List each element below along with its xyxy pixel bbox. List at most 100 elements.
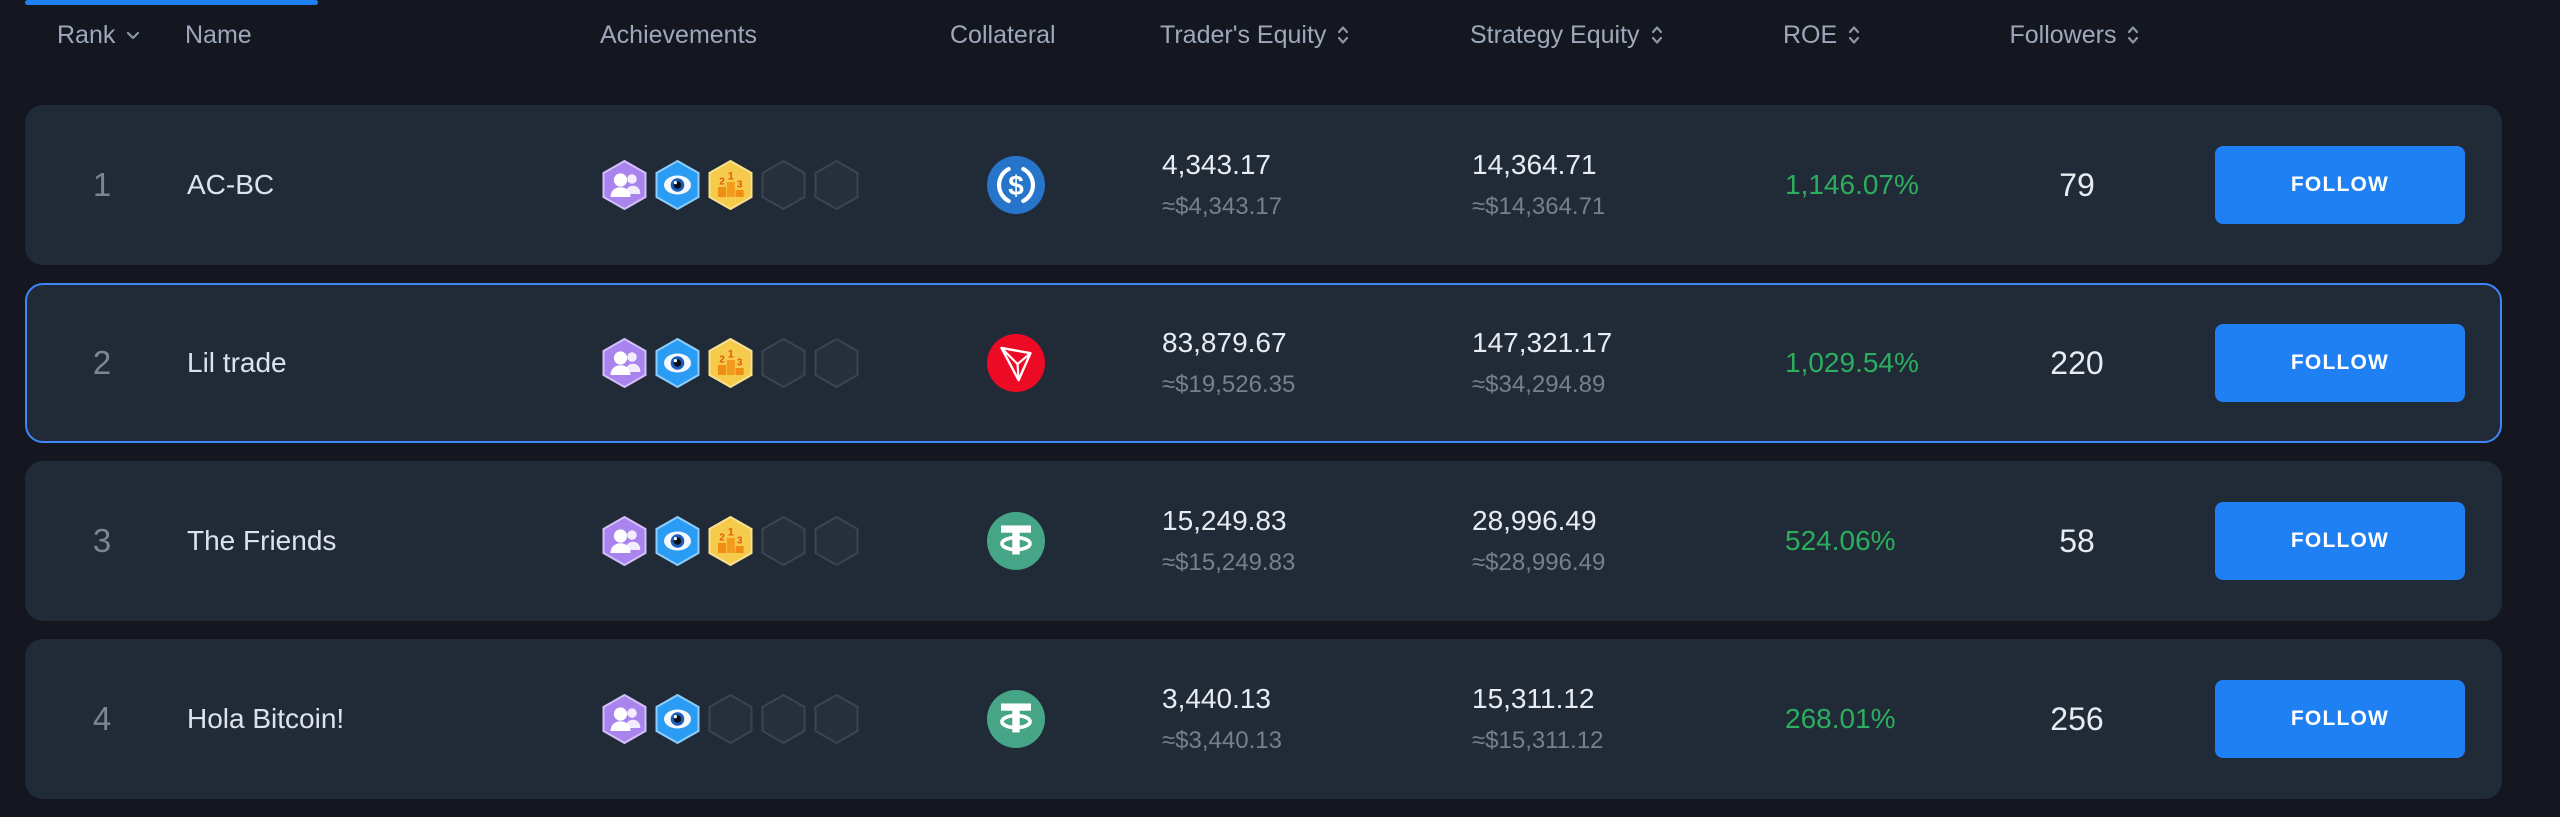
traders-equity-cell: 3,440.13 ≈$3,440.13 [1137, 682, 1447, 754]
traders-equity-value: 15,249.83 [1162, 504, 1287, 536]
traders-equity-cell: 4,343.17 ≈$4,343.17 [1137, 148, 1447, 220]
follow-button[interactable]: FOLLOW [2215, 146, 2465, 224]
column-header-followers-label: Followers [2009, 20, 2117, 49]
svg-text:1: 1 [728, 527, 734, 539]
rank-cell: 2 [92, 344, 112, 381]
horizontal-scrollbar-thumb[interactable] [25, 0, 318, 5]
empty-badge-icon [708, 694, 753, 744]
empty-badge-icon [814, 516, 859, 566]
strategy-equity-value: 28,996.49 [1472, 504, 1597, 536]
roe-value: 268.01% [1785, 703, 1896, 734]
trader-name[interactable]: Hola Bitcoin! [187, 703, 345, 734]
roe-value: 1,146.07% [1785, 169, 1919, 200]
sort-updown-icon[interactable] [1336, 23, 1350, 47]
column-header-rank[interactable]: Rank [25, 21, 175, 50]
rank-cell: 3 [92, 522, 112, 559]
svg-text:3: 3 [737, 536, 743, 547]
achievements-list [602, 694, 947, 744]
follow-button[interactable]: FOLLOW [2215, 324, 2465, 402]
svg-text:1: 1 [728, 349, 734, 361]
collateral-cell: $ [947, 156, 1137, 214]
eye-badge-icon [655, 694, 700, 744]
column-header-traders-equity[interactable]: Trader's Equity [1135, 21, 1445, 50]
traders-equity-value: 83,879.67 [1162, 326, 1287, 358]
followers-count: 220 [2050, 344, 2104, 381]
table-row[interactable]: 4 Hola Bitcoin! 3,440.13 ≈$3,440.13 15,3… [25, 639, 2502, 799]
traders-equity-cell: 83,879.67 ≈$19,526.35 [1137, 326, 1447, 398]
strategy-equity-value: 14,364.71 [1472, 148, 1597, 180]
usdc-icon: $ [987, 156, 1045, 214]
sort-updown-icon[interactable] [1847, 23, 1861, 47]
strategy-equity-usd: ≈$28,996.49 [1472, 548, 1606, 576]
followers-count: 79 [2059, 166, 2095, 203]
trader-name[interactable]: The Friends [187, 525, 337, 556]
strategy-equity-usd: ≈$15,311.12 [1472, 726, 1604, 754]
sort-updown-icon[interactable] [2126, 23, 2140, 47]
column-header-followers[interactable]: Followers [1985, 21, 2165, 50]
empty-badge-icon [814, 694, 859, 744]
traders-equity-value: 4,343.17 [1162, 148, 1271, 180]
action-cell: FOLLOW [2167, 680, 2500, 758]
trader-name[interactable]: AC-BC [187, 169, 275, 200]
traders-equity-value: 3,440.13 [1162, 682, 1271, 714]
action-cell: FOLLOW [2167, 146, 2500, 224]
followers-count: 256 [2050, 700, 2104, 737]
column-header-name: Name [175, 21, 600, 50]
strategy-equity-value: 147,321.17 [1472, 326, 1613, 358]
action-cell: FOLLOW [2167, 502, 2500, 580]
svg-text:$: $ [1008, 170, 1024, 201]
empty-badge-icon [814, 160, 859, 210]
empty-badge-icon [761, 694, 806, 744]
rank-cell: 1 [92, 166, 112, 203]
traders-equity-usd: ≈$19,526.35 [1162, 370, 1296, 398]
eye-badge-icon [655, 160, 700, 210]
people-badge-icon [602, 338, 647, 388]
svg-text:3: 3 [737, 358, 743, 369]
chevron-down-icon[interactable] [125, 30, 141, 41]
strategy-equity-cell: 28,996.49 ≈$28,996.49 [1447, 504, 1757, 576]
empty-badge-icon [814, 338, 859, 388]
collateral-cell [947, 512, 1137, 570]
eye-badge-icon [655, 338, 700, 388]
follow-button[interactable]: FOLLOW [2215, 680, 2465, 758]
strategy-equity-cell: 15,311.12 ≈$15,311.12 [1447, 683, 1757, 754]
usdt-icon [987, 512, 1045, 570]
column-header-roe[interactable]: ROE [1755, 21, 1985, 50]
column-header-roe-label: ROE [1783, 20, 1838, 49]
svg-text:2: 2 [719, 177, 725, 188]
column-header-collateral-label: Collateral [950, 20, 1056, 49]
sort-updown-icon[interactable] [1650, 23, 1664, 47]
traders-equity-usd: ≈$15,249.83 [1162, 548, 1296, 576]
column-header-traders-equity-label: Trader's Equity [1160, 20, 1327, 49]
empty-badge-icon [761, 160, 806, 210]
people-badge-icon [602, 160, 647, 210]
people-badge-icon [602, 516, 647, 566]
follow-button[interactable]: FOLLOW [2215, 502, 2465, 580]
roe-value: 524.06% [1785, 525, 1896, 556]
traders-equity-usd: ≈$3,440.13 [1162, 726, 1282, 754]
traders-equity-usd: ≈$4,343.17 [1162, 192, 1282, 220]
empty-badge-icon [761, 516, 806, 566]
svg-text:2: 2 [719, 533, 725, 544]
action-cell: FOLLOW [2167, 324, 2500, 402]
collateral-cell [947, 690, 1137, 748]
trader-name[interactable]: Lil trade [187, 347, 287, 378]
eye-badge-icon [655, 516, 700, 566]
svg-text:2: 2 [719, 355, 725, 366]
trx-icon [987, 334, 1045, 392]
column-header-achievements: Achievements [600, 21, 945, 50]
empty-badge-icon [761, 338, 806, 388]
strategy-equity-cell: 14,364.71 ≈$14,364.71 [1447, 148, 1757, 220]
column-header-strategy-equity[interactable]: Strategy Equity [1445, 21, 1755, 50]
strategy-equity-usd: ≈$34,294.89 [1472, 370, 1606, 398]
followers-count: 58 [2059, 522, 2095, 559]
